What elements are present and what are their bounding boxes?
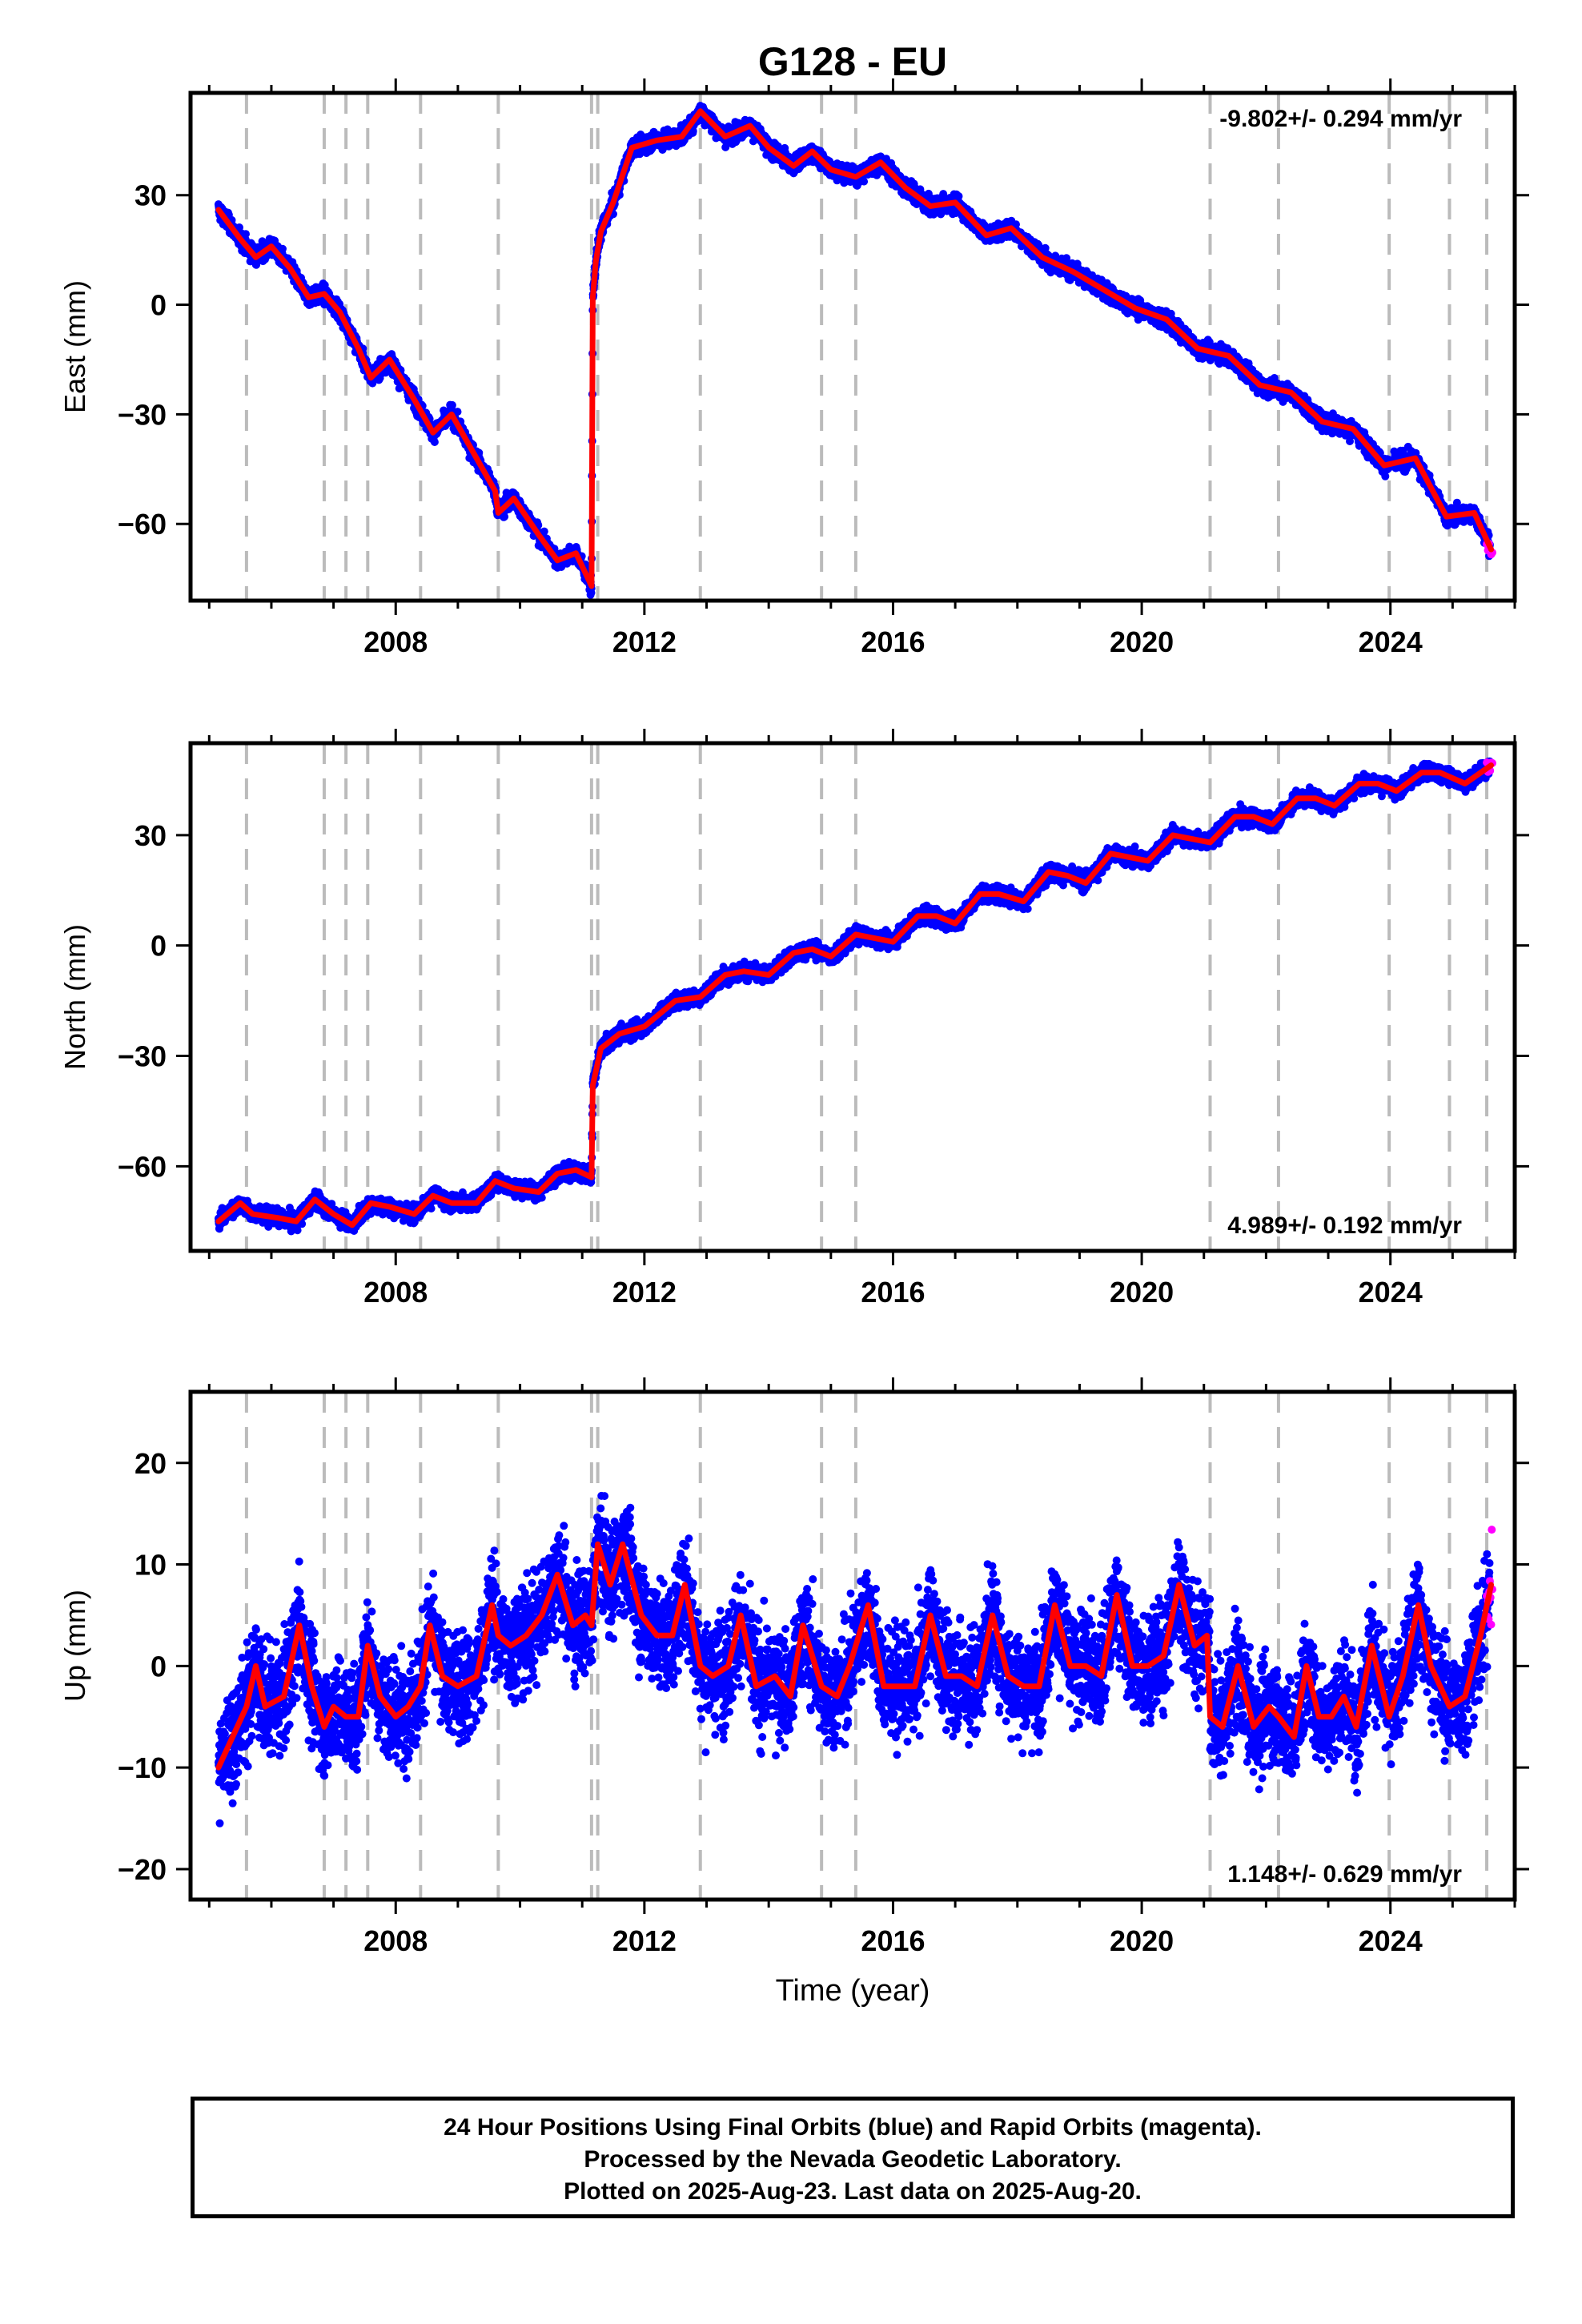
data-point (279, 244, 287, 253)
data-point (860, 177, 869, 186)
plot-title: G128 - EU (758, 39, 947, 84)
data-point (1041, 243, 1050, 252)
data-point (242, 230, 250, 239)
data-point (430, 438, 439, 446)
data-point (448, 400, 456, 409)
data-point (954, 192, 963, 200)
data-point (689, 127, 697, 135)
data-point (540, 527, 548, 536)
data-point (1012, 220, 1020, 229)
data-point (453, 408, 462, 416)
data-point (235, 223, 243, 231)
